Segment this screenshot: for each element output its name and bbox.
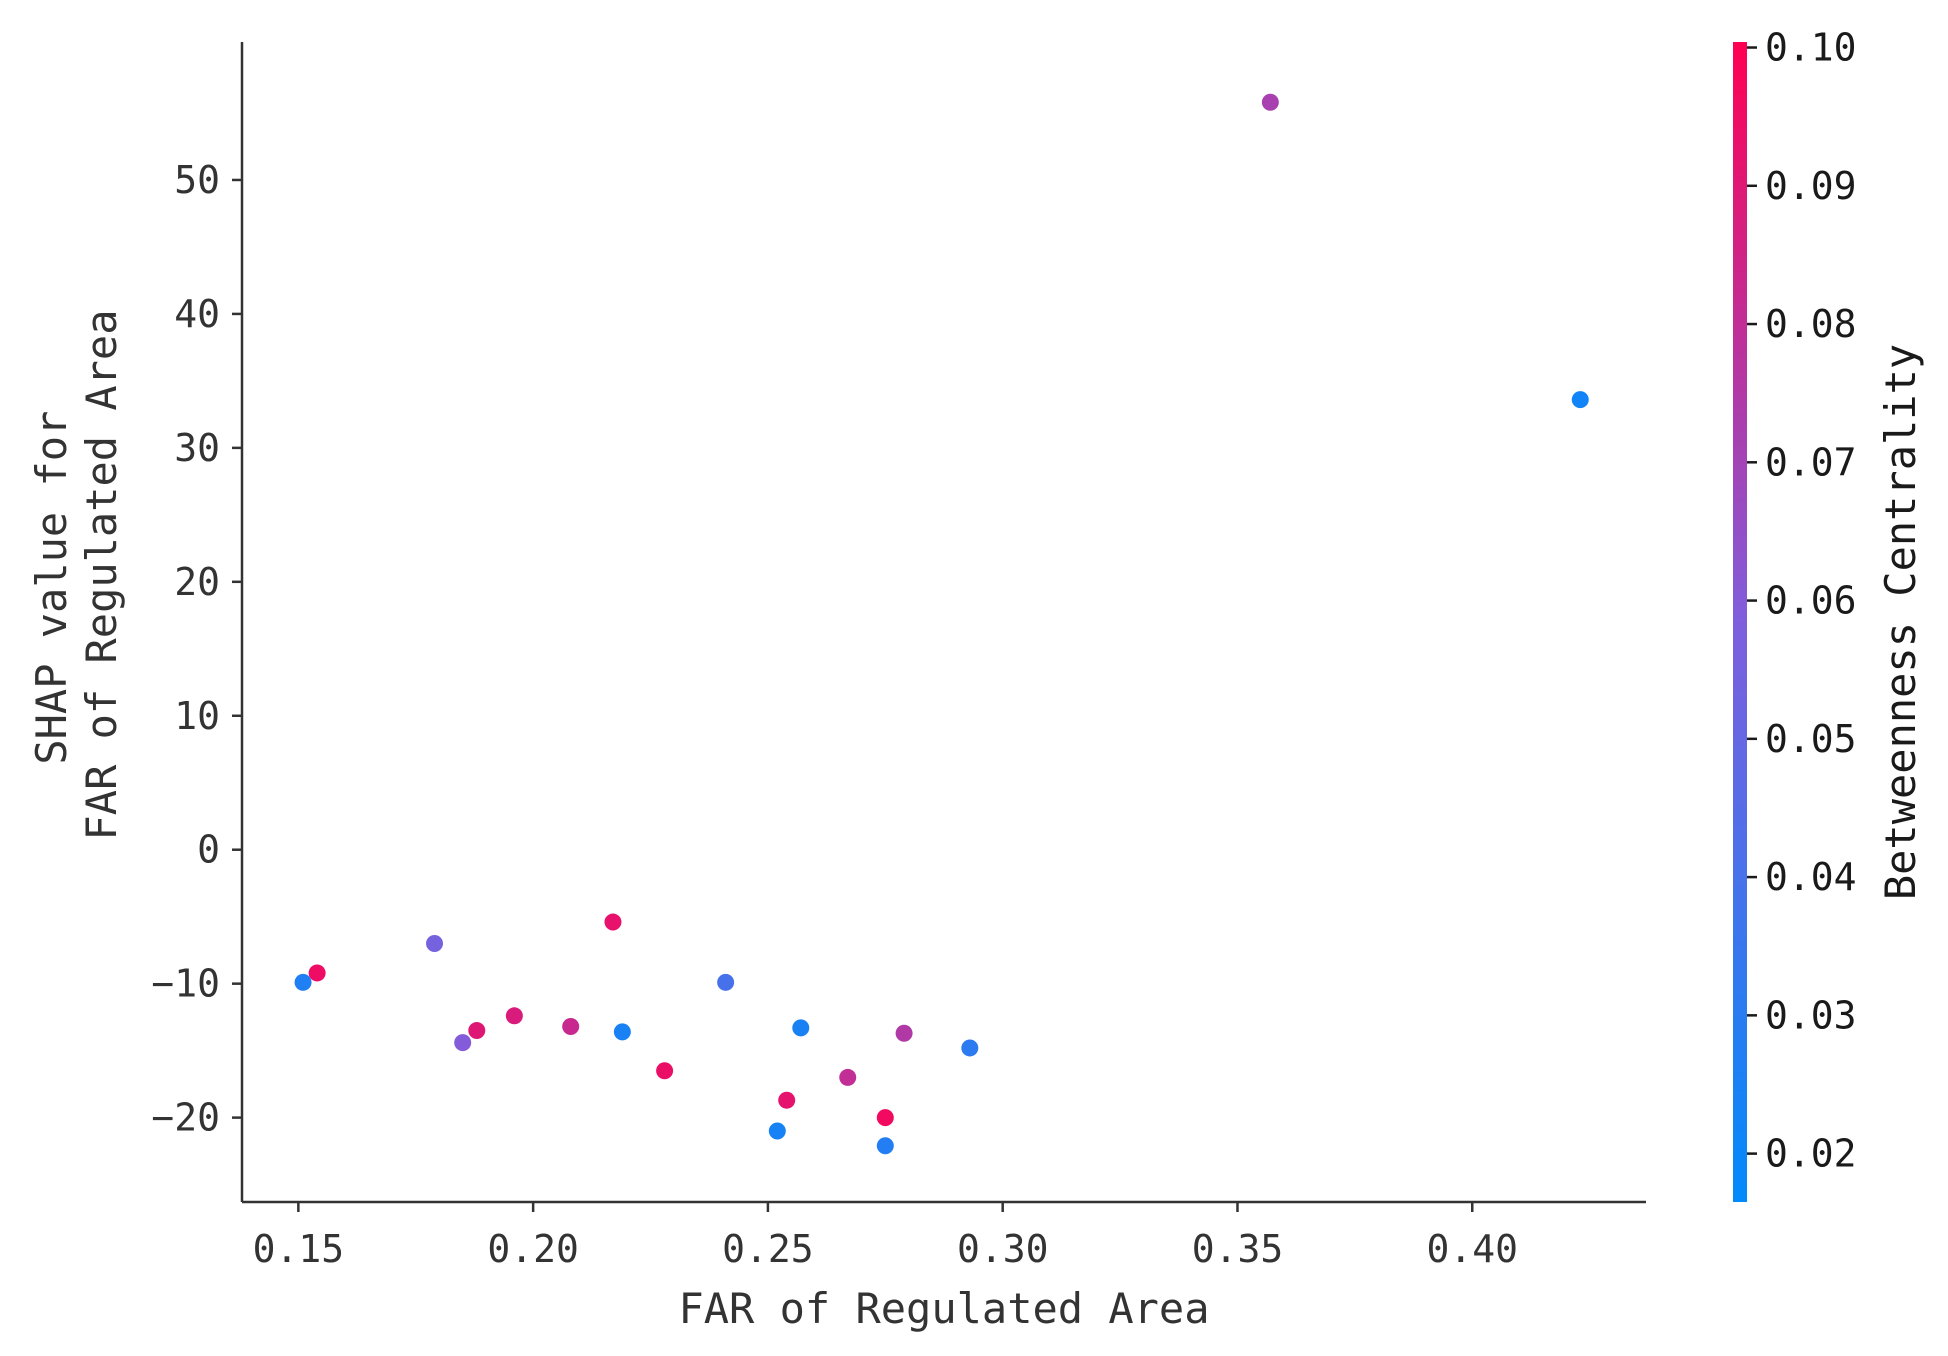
scatter-point: [768, 1122, 786, 1140]
scatter-point: [505, 1007, 523, 1025]
colorbar-tick-label: 0.04: [1765, 855, 1857, 899]
scatter-point: [604, 913, 622, 931]
y-tick-label: 10: [174, 694, 220, 738]
x-tick-label: 0.40: [1427, 1227, 1519, 1271]
scatter-point: [656, 1062, 674, 1080]
scatter-point: [308, 964, 326, 982]
scatter-points: [294, 93, 1589, 1155]
scatter-point: [294, 973, 312, 991]
colorbar-tick-label: 0.02: [1765, 1132, 1857, 1176]
colorbar-tick-label: 0.05: [1765, 717, 1857, 761]
scatter-point: [961, 1039, 979, 1057]
y-tick-label: 50: [174, 158, 220, 202]
y-tick-label: 40: [174, 292, 220, 336]
colorbar-tick-label: 0.06: [1765, 579, 1857, 623]
scatter-point: [717, 973, 735, 991]
x-axis-ticks: 0.15 0.20 0.25 0.30 0.35 0.40: [253, 1202, 1518, 1271]
y-tick-label: 20: [174, 560, 220, 604]
scatter-point: [876, 1109, 894, 1127]
y-tick-label: 0: [197, 828, 220, 872]
x-axis-label: FAR of Regulated Area: [678, 1284, 1209, 1333]
y-tick-label: 30: [174, 426, 220, 470]
colorbar-tick-label: 0.07: [1765, 440, 1857, 484]
scatter-point: [839, 1068, 857, 1086]
scatter-point: [613, 1023, 631, 1041]
colorbar: [1733, 42, 1747, 1202]
y-axis-label-line-2: FAR of Regulated Area: [77, 309, 126, 840]
scatter-point: [1571, 391, 1589, 409]
scatter-point: [792, 1019, 810, 1037]
colorbar-tick-label: 0.10: [1765, 26, 1857, 70]
scatter-point: [468, 1022, 486, 1040]
colorbar-tick-label: 0.03: [1765, 993, 1857, 1037]
scatter-point: [876, 1137, 894, 1155]
colorbar-label: Betweenness Centrality: [1876, 344, 1925, 900]
colorbar-tick-label: 0.09: [1765, 164, 1857, 208]
scatter-point: [1261, 93, 1279, 111]
x-tick-label: 0.25: [722, 1227, 814, 1271]
y-axis-label-line-1: SHAP value for: [27, 411, 76, 765]
y-axis-ticks: −20 −10 0 10 20 30 40 50: [151, 158, 242, 1140]
scatter-point: [895, 1024, 913, 1042]
scatter-point: [454, 1034, 472, 1052]
y-tick-label: −10: [151, 962, 220, 1006]
scatter-point: [778, 1091, 796, 1109]
y-axis-label: SHAP value for FAR of Regulated Area: [27, 309, 126, 840]
x-tick-label: 0.20: [487, 1227, 579, 1271]
y-tick-label: −20: [151, 1096, 220, 1140]
colorbar-tick-label: 0.08: [1765, 302, 1857, 346]
x-tick-label: 0.30: [957, 1227, 1049, 1271]
scatter-point: [426, 934, 444, 952]
scatter-point: [562, 1018, 580, 1036]
x-tick-label: 0.35: [1192, 1227, 1284, 1271]
colorbar-ticks: 0.02 0.03 0.04 0.05 0.06 0.07 0.08 0.09 0.10: [1747, 26, 1857, 1176]
x-tick-label: 0.15: [253, 1227, 345, 1271]
